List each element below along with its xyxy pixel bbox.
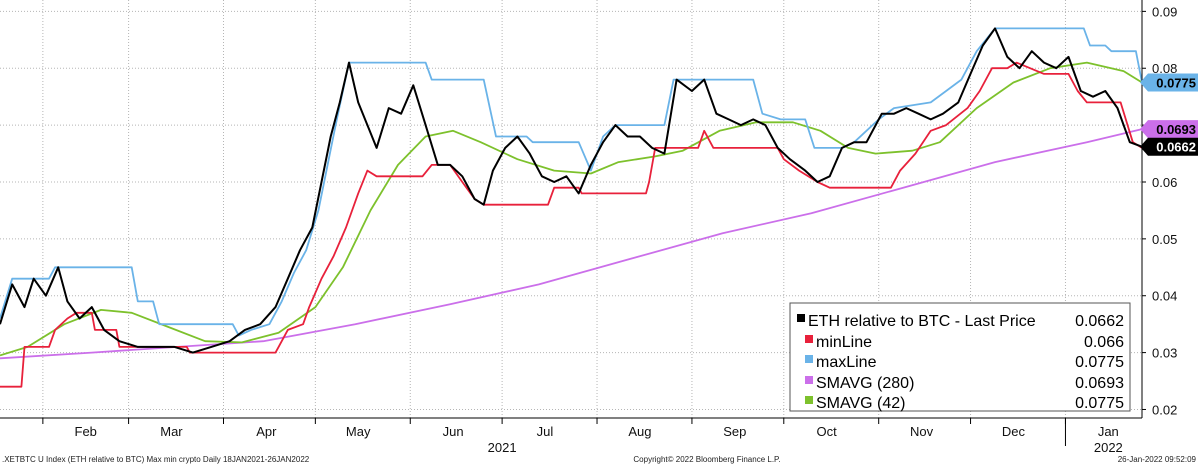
footer-right: 26-Jan-2022 09:52:09: [1118, 455, 1197, 464]
x-tick-label: Mar: [160, 424, 183, 439]
legend-label: minLine: [816, 334, 872, 351]
y-tick-label: 0.04: [1152, 289, 1177, 304]
price-tag: [1140, 73, 1198, 92]
series-line: [0, 27, 1143, 337]
x-tick-label: Jan: [1098, 424, 1119, 439]
x-tick-label: Oct: [817, 424, 838, 439]
legend-swatch: [797, 314, 805, 322]
series-layer: [0, 27, 1143, 388]
legend-entry: minLine 0.066: [805, 334, 1124, 351]
price-tag-label: 0.0693: [1156, 122, 1196, 137]
legend-value: 0.0693: [1075, 375, 1124, 392]
x-tick-label: Sep: [723, 424, 746, 439]
legend-swatch: [805, 396, 813, 404]
x-tick-label: Nov: [910, 424, 934, 439]
y-axis: 0.020.030.040.050.060.070.080.09: [1142, 4, 1177, 417]
legend-entry: ETH relative to BTC - Last Price 0.0662: [797, 313, 1124, 330]
legend-label: SMAVG (280): [816, 375, 914, 392]
series-line: [0, 128, 1143, 360]
legend-value: 0.0775: [1075, 354, 1124, 371]
series-line: [0, 61, 1143, 388]
legend-swatch: [805, 335, 813, 343]
x-tick-label: Dec: [1002, 424, 1026, 439]
price-tags: 0.0775 0.0693 0.0662: [1140, 73, 1198, 156]
legend-entry: maxLine 0.0775: [805, 354, 1124, 371]
x-axis: Feb Mar Apr May Jun Jul Aug Sep Oct Nov Dec Jan 2021…: [42, 418, 1123, 455]
legend-value: 0.066: [1084, 334, 1124, 351]
legend-box: [789, 302, 1131, 412]
footer-left: .XETBTC U Index (ETH relative to BTC) Ma…: [2, 455, 310, 464]
x-tick-label: Jun: [443, 424, 464, 439]
legend-label: maxLine: [816, 354, 877, 371]
legend-entry: SMAVG (280) 0.0693: [805, 375, 1124, 392]
y-tick-label: 0.06: [1152, 175, 1177, 190]
legend-entry: SMAVG (42) 0.0775: [805, 395, 1124, 412]
y-tick-label: 0.02: [1152, 402, 1177, 417]
y-tick-label: 0.08: [1152, 61, 1177, 76]
x-tick-label: Feb: [75, 424, 97, 439]
legend: ETH relative to BTC - Last Price 0.0662 …: [789, 302, 1131, 412]
legend-label: SMAVG (42): [816, 395, 906, 412]
year-label: 2022: [1094, 440, 1123, 455]
y-tick-label: 0.09: [1152, 4, 1177, 19]
x-tick-label: Jul: [537, 424, 554, 439]
year-label: 2021: [488, 440, 517, 455]
legend-swatch: [805, 355, 813, 363]
x-tick-label: Apr: [256, 424, 277, 439]
price-tag: [1140, 137, 1198, 156]
legend-value: 0.0662: [1075, 313, 1124, 330]
legend-swatch: [805, 376, 813, 384]
series-line: [0, 27, 1143, 354]
y-tick-label: 0.03: [1152, 346, 1177, 361]
series-line: [0, 61, 1143, 357]
x-tick-label: May: [346, 424, 371, 439]
price-tag-label: 0.0775: [1156, 75, 1196, 90]
footer-center: Copyright© 2022 Bloomberg Finance L.P.: [633, 455, 780, 464]
legend-value: 0.0775: [1075, 395, 1124, 412]
x-tick-label: Aug: [628, 424, 651, 439]
legend-label: ETH relative to BTC - Last Price: [808, 313, 1036, 330]
price-tag-label: 0.0662: [1156, 140, 1196, 155]
price-tag: [1140, 120, 1198, 139]
y-tick-label: 0.05: [1152, 232, 1177, 247]
